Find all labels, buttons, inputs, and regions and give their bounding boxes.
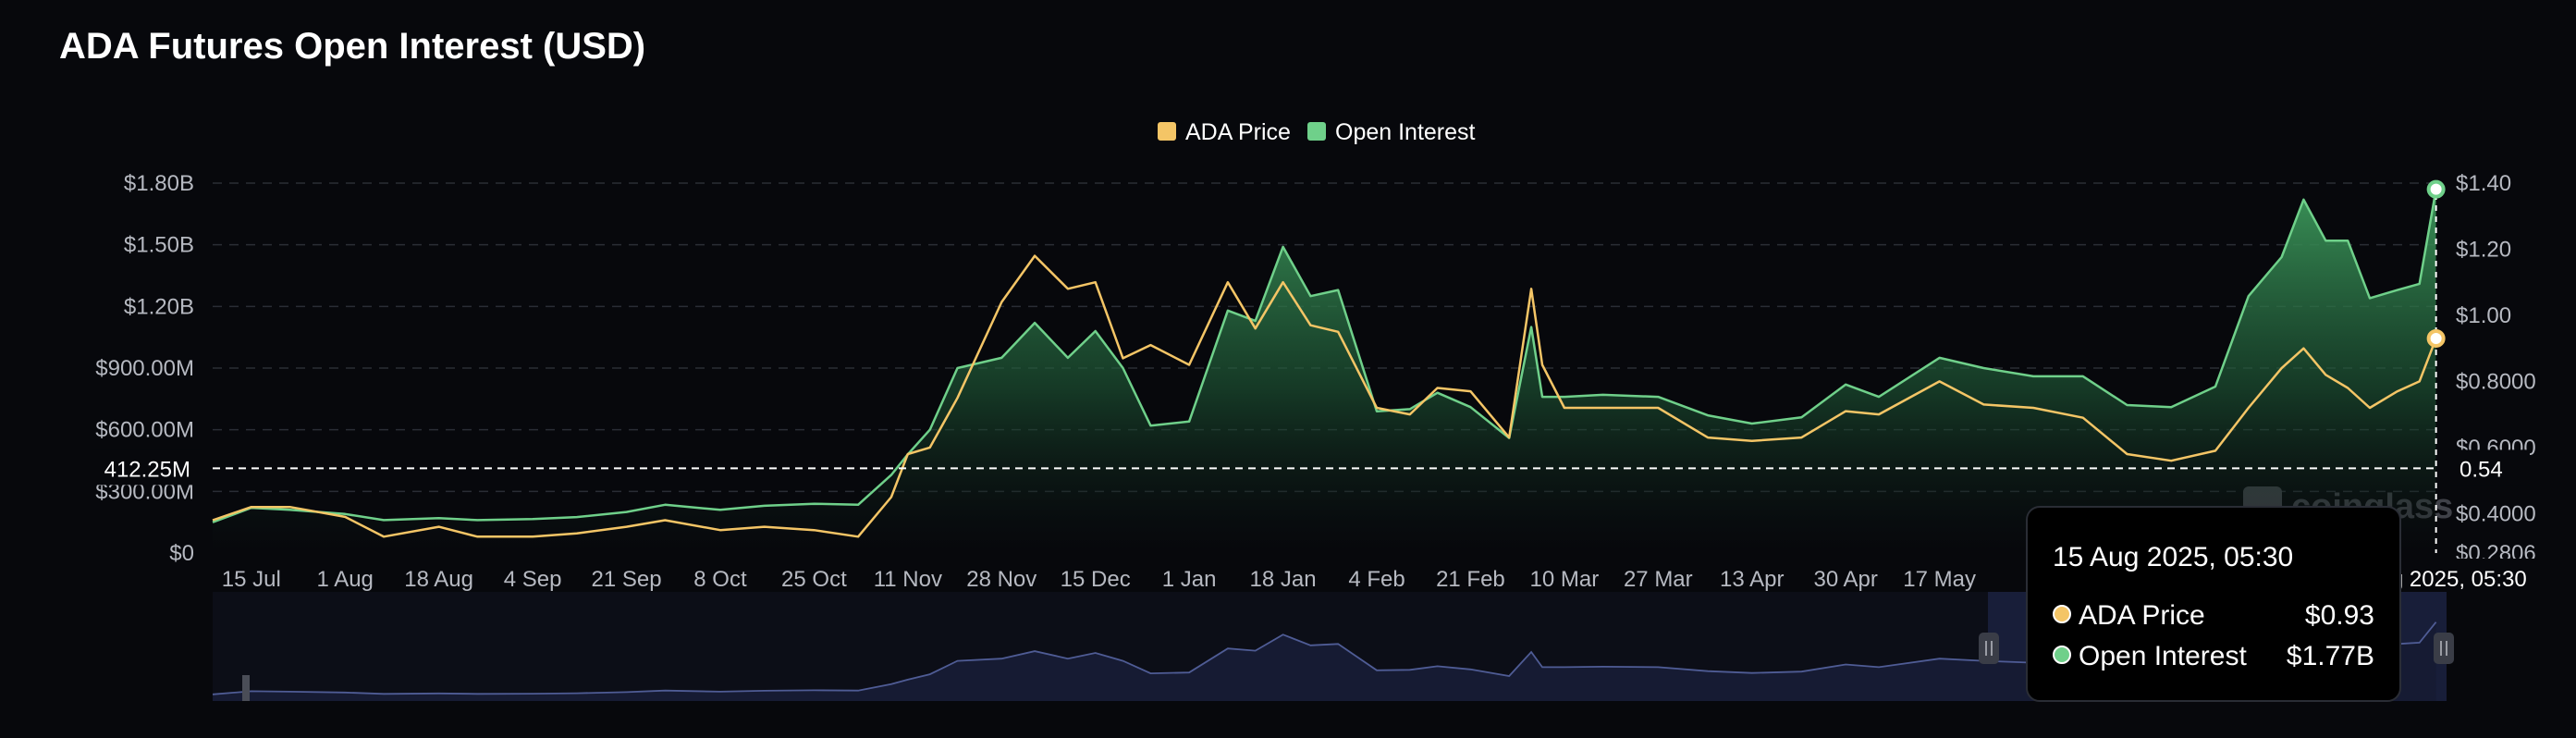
y-right-tick-label: $0.4000 <box>2456 501 2536 526</box>
x-tick-label: 4 Feb <box>1348 567 1405 592</box>
y-left-tick-label: $900.00M <box>95 356 194 381</box>
x-tick-label: 21 Sep <box>591 567 661 592</box>
y-left-tick-label: $1.50B <box>124 233 194 258</box>
tooltip-price-label: ADA Price <box>2079 600 2205 631</box>
y-right-tick-label: $1.20 <box>2456 237 2511 262</box>
x-tick-label: 10 Mar <box>1530 567 1600 592</box>
x-tick-label: 11 Nov <box>874 567 942 592</box>
legend-label-price[interactable]: ADA Price <box>1185 119 1291 145</box>
legend-swatch-price <box>1158 122 1176 141</box>
y-axis-left: $0$300.00M$600.00M$900.00M$1.20B$1.50B$1… <box>95 171 194 566</box>
x-tick-label: 15 Dec <box>1061 567 1131 592</box>
chart-title: ADA Futures Open Interest (USD) <box>59 26 646 67</box>
y-axis-right: $0.2806$0.4000$0.6000$0.8000$1.00$1.20$1… <box>2456 171 2536 566</box>
legend-swatch-oi <box>1307 122 1326 141</box>
crosshair-left-label: 412.25M <box>104 457 190 482</box>
tooltip-box <box>2026 506 2401 702</box>
x-tick-label: 17 May <box>1903 567 1976 592</box>
x-tick-label: 8 Oct <box>693 567 747 592</box>
x-tick-label: 1 Jan <box>1162 567 1217 592</box>
crosshair-left-label-box <box>92 449 202 486</box>
x-tick-label: 27 Mar <box>1624 567 1693 592</box>
oi-area <box>213 189 2436 553</box>
tooltip-price-dot <box>2053 605 2071 623</box>
legend-item-oi[interactable]: Open Interest <box>1307 119 1476 145</box>
legend-label-oi[interactable]: Open Interest <box>1335 119 1476 145</box>
x-tick-label: 15 Jul <box>222 567 281 592</box>
x-tick-label: 13 Apr <box>1720 567 1784 592</box>
oi-line <box>212 189 2437 523</box>
tooltip-oi-label: Open Interest <box>2079 641 2247 671</box>
legend-item-price[interactable]: ADA Price <box>1158 119 1291 145</box>
navigator-handle-left[interactable] <box>1979 633 1999 664</box>
tooltip: 15 Aug 2025, 05:30 ADA Price $0.93 Open … <box>2026 506 2401 702</box>
y-left-tick-label: $1.20B <box>124 294 194 319</box>
y-right-tick-label: $1.40 <box>2456 171 2511 196</box>
tooltip-oi-dot <box>2053 646 2071 664</box>
y-left-tick-label: $600.00M <box>95 418 194 443</box>
crosshair-right-label-box <box>2447 449 2530 486</box>
x-tick-label: 28 Nov <box>966 567 1037 592</box>
navigator-left-handle-bar[interactable] <box>242 675 250 701</box>
y-right-tick-label: $0.8000 <box>2456 369 2536 394</box>
x-tick-label: 4 Sep <box>504 567 562 592</box>
y-right-tick-label: $1.00 <box>2456 303 2511 328</box>
price-hover-marker <box>2426 328 2446 348</box>
navigator-handle-right[interactable] <box>2434 633 2454 664</box>
x-tick-label: 25 Oct <box>781 567 847 592</box>
x-tick-label: 18 Jan <box>1250 567 1317 592</box>
x-tick-label: 18 Aug <box>404 567 473 592</box>
legend[interactable]: ADA Price Open Interest <box>1158 119 1476 145</box>
tooltip-oi-value: $1.77B <box>2287 641 2374 671</box>
price-line <box>212 254 2437 538</box>
crosshair-right-label: 0.54 <box>2459 457 2503 482</box>
x-tick-label: 30 Apr <box>1813 567 1877 592</box>
x-tick-label: 21 Feb <box>1436 567 1505 592</box>
navigator-area <box>213 621 2436 701</box>
y-left-tick-label: $1.80B <box>124 171 194 196</box>
x-axis: 15 Jul 1 Aug 18 Aug 4 Sep 21 Sep 8 Oct 25 Oct 1… <box>222 567 1976 592</box>
oi-hover-marker <box>2426 179 2446 199</box>
series <box>212 189 2437 553</box>
x-tick-label: 1 Aug <box>317 567 374 592</box>
tooltip-date: 15 Aug 2025, 05:30 <box>2053 542 2293 572</box>
y-left-tick-label: $0 <box>169 541 194 566</box>
tooltip-price-value: $0.93 <box>2305 600 2374 631</box>
